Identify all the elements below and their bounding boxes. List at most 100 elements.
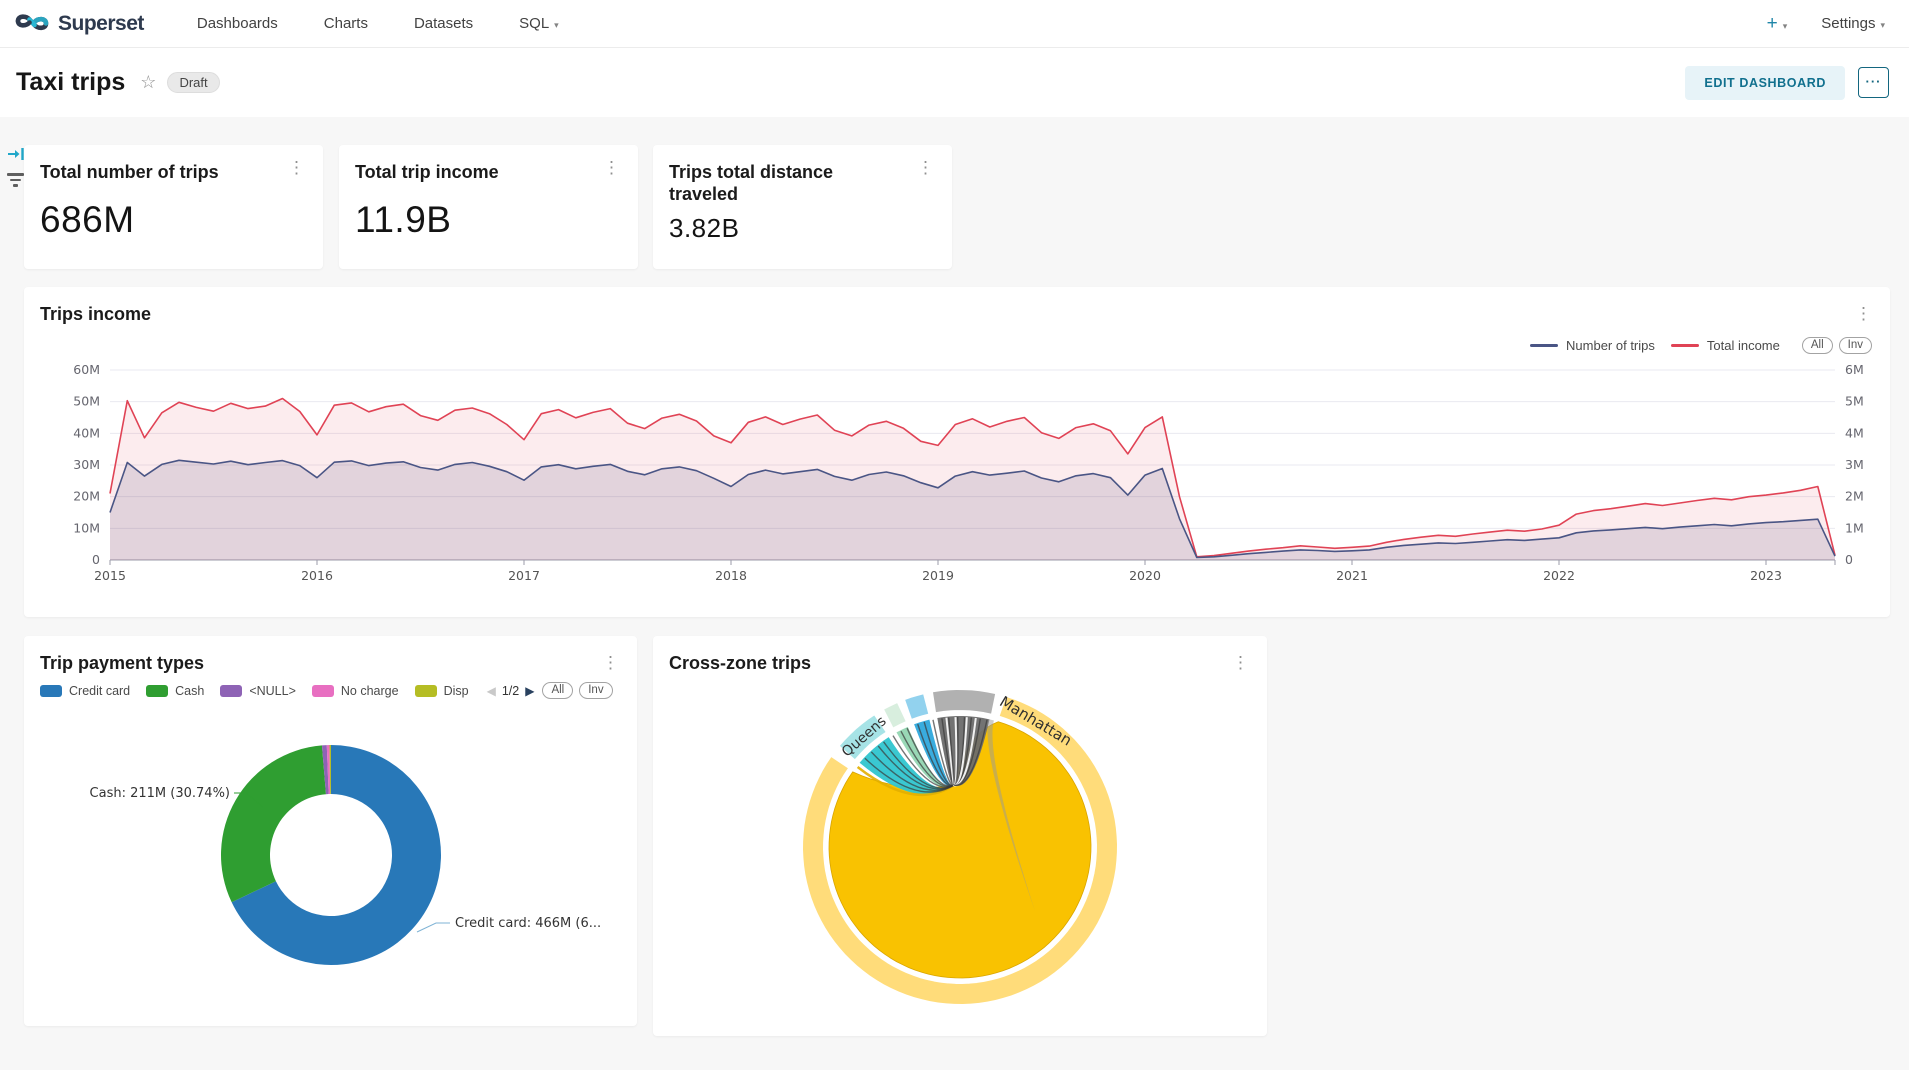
nav-item-sql[interactable]: SQL ▾ — [519, 15, 559, 32]
y-axis-left-tick: 20M — [73, 489, 100, 504]
kpi-value: 11.9B — [355, 199, 452, 240]
chord-outer-arc[interactable] — [839, 715, 886, 760]
settings-menu[interactable]: Settings ▾ — [1821, 15, 1885, 32]
legend-item[interactable]: Cash — [146, 684, 204, 698]
callout-label: Credit card: 466M (6... — [455, 916, 601, 931]
y-axis-left-tick: 50M — [73, 394, 100, 409]
line-series-1[interactable] — [109, 397, 1836, 558]
line-series-0[interactable] — [109, 459, 1836, 559]
y-axis-right-tick: 6M — [1845, 362, 1864, 377]
legend-item-total-income[interactable]: Total income — [1670, 338, 1780, 353]
kebab-menu-icon[interactable]: ⋮ — [288, 158, 305, 177]
donut-slice[interactable] — [326, 745, 331, 795]
chord-zone-small[interactable] — [896, 726, 955, 788]
plus-icon: + — [1766, 12, 1778, 34]
legend-item[interactable]: Credit card — [40, 684, 130, 698]
legend-item-number-of-trips[interactable]: Number of trips — [1530, 338, 1655, 353]
favorite-star-icon[interactable]: ☆ — [140, 72, 157, 92]
kpi-value: 3.82B — [669, 213, 740, 243]
donut-slice[interactable] — [321, 745, 329, 795]
y-axis-left-tick: 30M — [73, 457, 100, 472]
donut-slice[interactable] — [221, 745, 326, 903]
pie-chart-legend: Credit card Cash <NULL> No charge Disp ◀ 1/2… — [40, 682, 629, 699]
chord-ribbon[interactable] — [945, 717, 955, 787]
cross-zone-chord-chart[interactable]: Queens Manhattan — [653, 676, 1267, 1036]
superset-logo[interactable]: Superset — [14, 9, 144, 38]
payment-types-donut-chart[interactable]: Cash: 211M (30.74%) Credit card: 466M (6.… — [24, 728, 637, 1026]
dashboard-actions: EDIT DASHBOARD ··· — [1685, 65, 1893, 100]
x-axis-tick-label: 2017 — [508, 568, 540, 583]
expand-filter-bar-icon[interactable] — [7, 145, 27, 168]
kebab-menu-icon[interactable]: ⋮ — [603, 158, 620, 177]
kpi-value: 686M — [40, 199, 135, 240]
series-area — [110, 398, 1835, 560]
y-axis-right-tick: 1M — [1845, 520, 1864, 535]
brand-name: Superset — [58, 11, 144, 35]
more-options-button[interactable]: ··· — [1858, 67, 1889, 98]
nav-item-dashboards[interactable]: Dashboards — [196, 15, 278, 32]
new-item-button[interactable]: + ▾ — [1767, 13, 1788, 35]
nav-right: + ▾ Settings ▾ — [1767, 13, 1895, 35]
x-axis-tick-label: 2021 — [1336, 568, 1368, 583]
x-axis-tick-label: 2018 — [715, 568, 747, 583]
y-axis-right-tick: 4M — [1845, 425, 1864, 440]
x-axis-tick-label: 2015 — [94, 568, 126, 583]
legend-next-page-icon[interactable]: ▶ — [525, 683, 535, 698]
x-axis-tick-label: 2016 — [301, 568, 333, 583]
chord-outer-arc[interactable] — [905, 694, 929, 719]
legend-prev-page-icon[interactable]: ◀ — [486, 683, 496, 698]
kebab-menu-icon[interactable]: ⋮ — [1232, 653, 1249, 672]
kebab-menu-icon[interactable]: ⋮ — [602, 653, 619, 672]
legend-swatch — [1530, 344, 1559, 347]
y-axis-left-tick: 0 — [92, 552, 100, 567]
payment-types-card: Trip payment types ⋮ Credit card Cash <NUL… — [24, 636, 637, 1026]
legend-swatch — [414, 684, 437, 697]
y-axis-left-tick: 60M — [73, 362, 100, 377]
legend-item[interactable]: No charge — [311, 684, 399, 698]
series-invert-button[interactable]: Inv — [1838, 337, 1872, 354]
chord-ribbon[interactable] — [987, 719, 1035, 911]
chevron-down-icon: ▾ — [1880, 20, 1885, 30]
legend-swatch — [311, 684, 334, 697]
donut-slice[interactable] — [231, 745, 441, 965]
status-badge: Draft — [167, 72, 220, 93]
legend-item[interactable]: <NULL> — [220, 684, 296, 698]
kebab-menu-icon[interactable]: ⋮ — [917, 158, 934, 177]
donut-slice[interactable] — [329, 745, 331, 795]
series-all-button[interactable]: All — [542, 682, 574, 699]
cross-zone-card: Cross-zone trips ⋮ Queens Manhattan — [653, 636, 1267, 1036]
nav-item-datasets[interactable]: Datasets — [413, 15, 474, 32]
nav-item-charts[interactable]: Charts — [323, 15, 368, 32]
kpi-card-total-distance: Trips total distance traveled ⋮ 3.82B — [653, 145, 952, 269]
legend-page-indicator: 1/2 — [501, 683, 520, 698]
series-all-button[interactable]: All — [1801, 337, 1833, 354]
y-axis-right-tick: 3M — [1845, 457, 1864, 472]
filter-list-icon[interactable] — [7, 173, 24, 190]
callout-line — [234, 792, 264, 808]
callout-line — [416, 922, 450, 933]
kebab-menu-icon[interactable]: ⋮ — [1855, 304, 1872, 323]
page-title: Taxi trips — [16, 68, 126, 96]
dashboard-header: Taxi trips ☆ Draft EDIT DASHBOARD ··· — [0, 48, 1909, 117]
y-axis-right-tick: 2M — [1845, 489, 1864, 504]
line-chart-legend: Number of trips Total income All Inv — [1530, 337, 1872, 354]
chart-title: Cross-zone trips — [669, 653, 812, 673]
edit-dashboard-button[interactable]: EDIT DASHBOARD — [1685, 65, 1845, 100]
chord-outer-arc[interactable] — [802, 696, 1118, 1005]
callout-label: Cash: 211M (30.74%) — [90, 786, 230, 801]
top-nav: Superset Dashboards Charts Datasets SQL ▾… — [0, 0, 1909, 48]
legend-swatch — [40, 684, 62, 697]
y-axis-right-tick: 0 — [1845, 552, 1853, 567]
chord-ribbon[interactable] — [953, 719, 988, 786]
x-axis-tick-label: 2019 — [922, 568, 954, 583]
chord-outer-arc[interactable] — [933, 689, 996, 714]
legend-item[interactable]: Disp — [414, 684, 469, 698]
series-invert-button[interactable]: Inv — [579, 682, 613, 699]
legend-swatch — [220, 684, 243, 697]
chart-title: Trip payment types — [40, 653, 205, 673]
chord-outer-arc[interactable] — [884, 703, 906, 728]
x-axis-tick-label: 2020 — [1129, 568, 1161, 583]
trips-income-card: Trips income ⋮ Number of trips Total inc… — [24, 287, 1890, 617]
